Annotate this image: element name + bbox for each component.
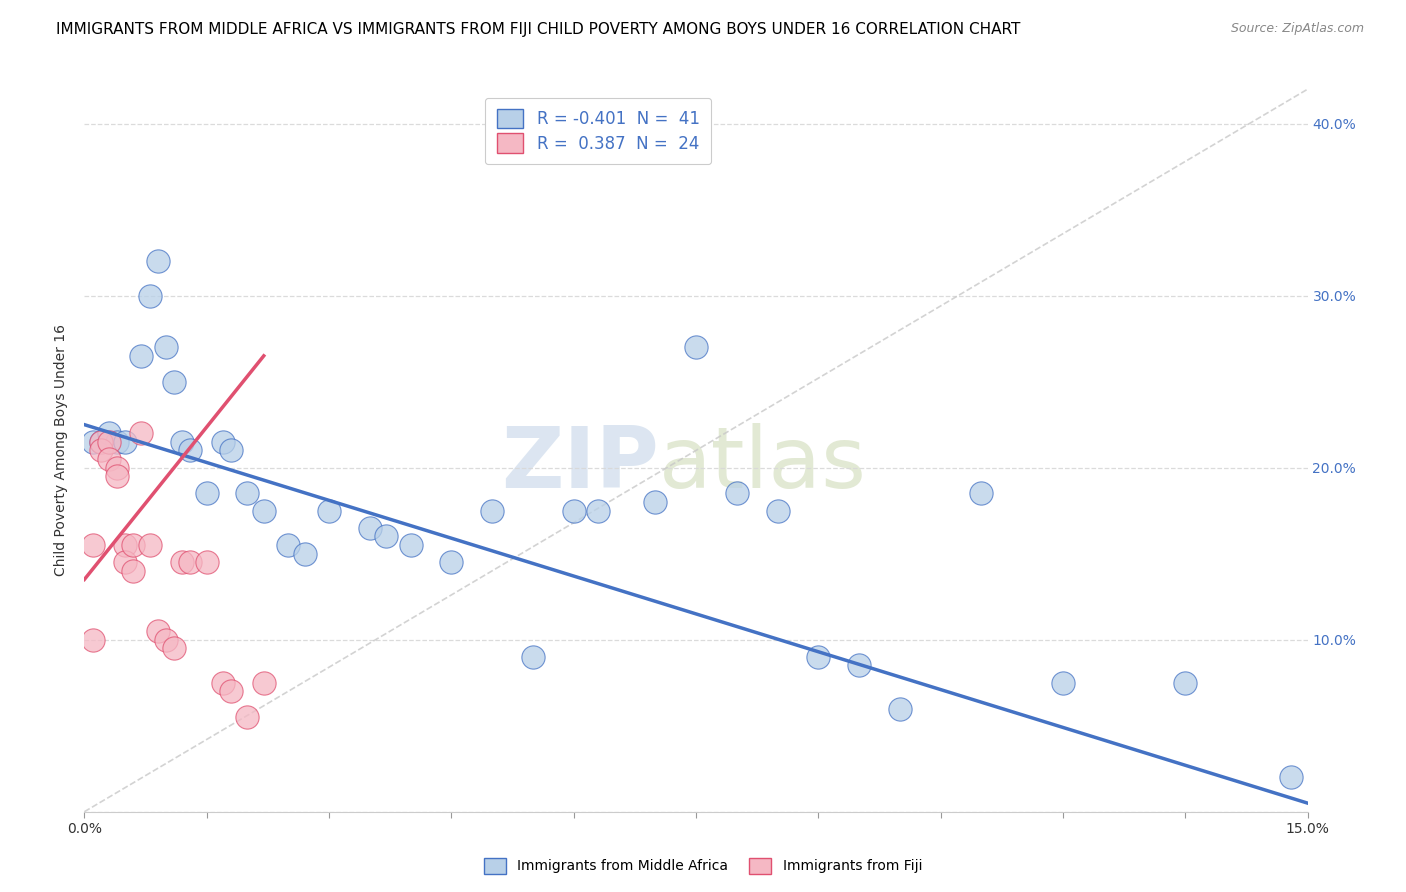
Point [236,486,259,500]
Point [82,632,104,647]
Point [82,434,104,449]
Point [586,503,609,517]
Point [97,434,120,449]
Point [766,503,789,517]
Point [90,443,112,458]
Point [440,555,463,569]
Point [105,469,128,483]
Point [114,434,136,449]
Point [146,624,169,639]
Point [90,434,112,449]
Point [212,675,235,690]
Point [163,641,186,656]
Point [644,495,666,509]
Point [481,503,503,517]
Point [163,375,186,389]
Point [172,434,194,449]
Point [294,547,316,561]
Point [179,555,201,569]
Point [212,434,235,449]
Point [131,349,153,363]
Point [725,486,748,500]
Point [253,675,276,690]
Point [155,340,177,354]
Point [195,555,218,569]
Point [375,529,398,543]
Point [970,486,993,500]
Point [114,538,136,552]
Text: Source: ZipAtlas.com: Source: ZipAtlas.com [1230,22,1364,36]
Point [685,340,707,354]
Text: IMMIGRANTS FROM MIDDLE AFRICA VS IMMIGRANTS FROM FIJI CHILD POVERTY AMONG BOYS U: IMMIGRANTS FROM MIDDLE AFRICA VS IMMIGRA… [56,22,1021,37]
Point [122,564,145,578]
Point [105,434,128,449]
Point [399,538,422,552]
Point [105,460,128,475]
Text: atlas: atlas [659,424,868,507]
Point [97,434,120,449]
Point [114,555,136,569]
Point [219,684,242,698]
Point [90,434,112,449]
Point [97,426,120,441]
Point [219,443,242,458]
Y-axis label: Child Poverty Among Boys Under 16: Child Poverty Among Boys Under 16 [55,325,69,576]
Point [236,710,259,724]
Point [277,538,299,552]
Point [155,632,177,647]
Point [318,503,340,517]
Point [122,538,145,552]
Point [807,649,830,664]
Point [848,658,870,673]
Point [138,538,160,552]
Point [1174,675,1197,690]
Legend: R = -0.401  N =  41, R =  0.387  N =  24: R = -0.401 N = 41, R = 0.387 N = 24 [485,97,711,164]
Point [172,555,194,569]
Point [179,443,201,458]
Point [889,701,911,715]
Point [359,521,381,535]
Point [1279,770,1302,784]
Point [146,254,169,268]
Point [253,503,276,517]
Legend: Immigrants from Middle Africa, Immigrants from Fiji: Immigrants from Middle Africa, Immigrant… [477,851,929,880]
Point [97,452,120,467]
Point [82,538,104,552]
Point [1052,675,1074,690]
Point [522,649,544,664]
Point [195,486,218,500]
Point [131,426,153,441]
Text: ZIP: ZIP [502,424,659,507]
Point [562,503,585,517]
Point [138,288,160,302]
